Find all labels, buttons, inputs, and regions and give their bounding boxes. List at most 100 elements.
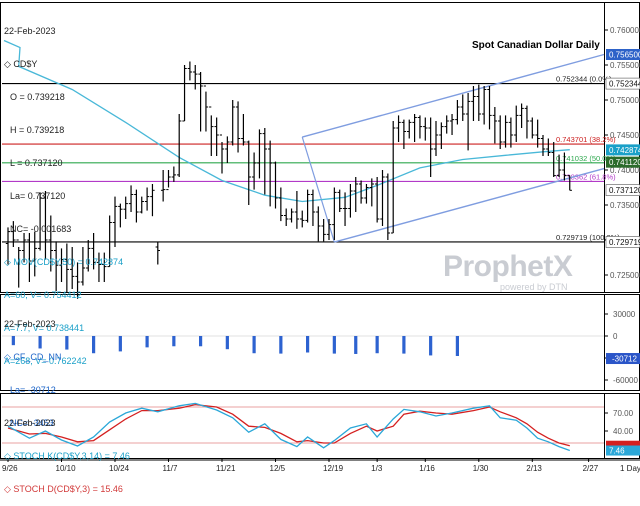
ohlc-bar [43,191,48,260]
x-axis-label-1: 10/10 [56,464,77,473]
cot-bar [455,336,459,356]
ohlc-bar [198,72,203,132]
ohlc-bar [374,177,380,223]
ohlc-bar [32,231,37,277]
ohlc-bar [492,107,498,144]
cot-axis-label-1: 0 [613,332,618,341]
price-tag-box-1 [605,77,640,90]
cot-name: ◇ CF_CD_NN [4,352,62,362]
fib-label-3: 0.738362 (61.8%) [556,172,616,181]
price-tag-box-4 [605,184,640,196]
ma50-line [3,39,570,203]
ma-stat-1: A=60, V= 0.754412 [4,290,82,300]
chart-title: Spot Canadian Dollar Daily [472,40,600,51]
x-axis-label-2: 10/24 [109,464,130,473]
fib-label-1: 0.743701 (38.2%) [556,135,616,144]
low-label: L = 0.737120 [10,158,63,168]
ma-stat-3: A=268, V= 0.762242 [4,356,87,366]
ohlc-bar [80,247,86,286]
fib-label-0: 0.752344 (0.0%) [556,75,612,84]
price-panel-info: 22-Feb-2023 ◇ CD$Y O = 0.739218 H = 0.73… [4,4,123,378]
ohlc-bar [444,115,449,134]
fib-label-2: 0.741032 (50.0%) [556,154,616,163]
ohlc-bar [310,189,316,226]
ohlc-bar [380,170,385,226]
ohlc-bar [139,196,144,214]
ohlc-bar [391,121,396,234]
x-axis-period: 1 Day [620,464,640,473]
price-tag-5: 0.729719 [609,238,640,247]
cot-bar [354,336,358,354]
ohlc-bar [348,184,353,218]
ohlc-bar [128,185,134,212]
cot-bar [402,336,406,354]
channel-upper-line [302,53,605,138]
ohlc-bar [407,119,412,139]
watermark-sub: powered by DTN [500,282,568,292]
ohlc-bar [476,84,481,121]
ohlc-bar [75,262,80,299]
ohlc-bar [102,252,107,282]
cot-axis-label-3: -60000 [613,376,638,385]
ohlc-bar [321,219,326,242]
ohlc-bar [64,243,70,293]
ohlc-bar [278,187,284,222]
ohlc-bar [551,142,556,177]
ohlc-bar [123,196,128,219]
price-tag-4: 0.737120 [609,186,640,195]
ohlc-bar [193,65,198,90]
x-axis-label-4: 11/21 [216,464,236,473]
stoch-date: 22-Feb-2023 [4,418,56,428]
ohlc-bar [481,86,487,125]
cot-bar [429,336,433,356]
ohlc-bar [219,134,225,174]
price-tag-2: 0.742874 [609,146,640,155]
stoch-k-tag-box [606,445,640,456]
ohlc-bar [423,117,428,141]
ohlc-bar [428,117,433,177]
ohlc-bar [225,136,230,163]
ohlc-bar [465,93,471,151]
price-tag-3: 0.741120 [609,158,640,167]
ohlc-bar [417,115,423,139]
price-tag-box-0 [606,49,640,60]
ohlc-bar [177,114,182,177]
price-symbol: ◇ CD$Y [4,59,38,69]
ohlc-bar [305,189,310,223]
fib-label-4: 0.729719 (100.0%) [556,233,620,242]
ohlc-bar [48,215,53,272]
cot-netchange: NC= -3453 [10,418,54,428]
ohlc-bar [460,94,465,121]
price-tag-box-5 [605,236,640,248]
cot-bar [252,336,256,354]
ohlc-bar [284,208,289,226]
ohlc-bar [273,161,278,209]
ohlc-bar [246,140,251,205]
ohlc-bar [27,233,32,282]
high-label: H = 0.739218 [10,125,65,135]
ohlc-bar [326,219,332,240]
stoch-d-label: ◇ STOCH D(CD$Y,3) = 15.46 [4,484,123,494]
cot-bar [92,336,96,354]
x-axis-label-10: 2/13 [526,464,542,473]
ohlc-bar [37,192,43,251]
ohlc-bar [524,105,530,139]
cot-axis-label-0: 30000 [613,310,636,319]
ohlc-bar [53,241,59,292]
ohlc-bar [96,252,102,282]
ma-stat-2: A=7.7, V= 0.738441 [4,323,85,333]
stoch-panel-info: 22-Feb-2023 ◇ STOCH K(CD$Y,3,14) = 7.46 … [4,396,130,506]
ohlc-bar [16,239,21,288]
stoch-k-label: ◇ STOCH K(CD$Y,3,14) = 7.46 [4,451,130,461]
ohlc-bar [412,114,417,142]
cot-bar [118,336,122,352]
ohlc-bar [487,86,492,130]
cot-bar [38,336,42,349]
ohlc-bar [262,128,267,195]
